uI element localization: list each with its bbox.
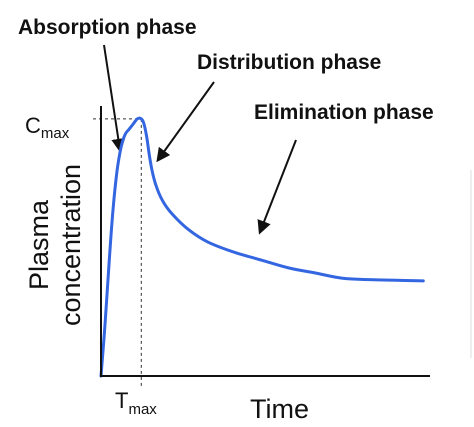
- cmax-label: Cmax: [25, 113, 70, 142]
- y-axis-title-line2: concentration: [56, 164, 86, 326]
- cmax-label-sub: max: [41, 125, 70, 142]
- absorption-arrow: [103, 44, 126, 153]
- concentration-curve: [99, 116, 425, 378]
- y-axis-title-line1: Plasma: [24, 199, 54, 290]
- distribution-phase-label: Distribution phase: [197, 51, 381, 74]
- elimination-phase-label: Elimination phase: [254, 101, 434, 124]
- absorption-phase-label: Absorption phase: [18, 16, 197, 39]
- distribution-arrow: [156, 81, 215, 163]
- y-axis-title: Plasma concentration: [24, 164, 86, 326]
- x-axis-title: Time: [250, 394, 309, 424]
- tmax-label-main: T: [115, 388, 128, 413]
- tmax-label-sub: max: [128, 401, 157, 418]
- elimination-arrow: [257, 139, 297, 235]
- cmax-label-main: C: [25, 113, 41, 138]
- tmax-label: Tmax: [115, 388, 157, 418]
